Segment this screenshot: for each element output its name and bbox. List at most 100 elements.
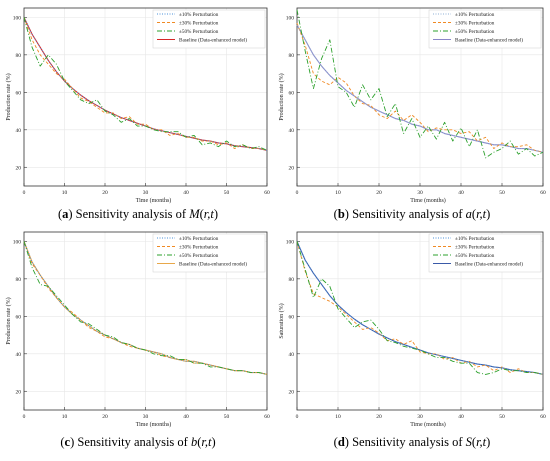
y-tick-label: 20 xyxy=(16,389,22,395)
x-tick-label: 30 xyxy=(143,190,149,196)
series-line-2 xyxy=(296,241,544,375)
legend-box xyxy=(152,9,266,49)
series-line-1 xyxy=(296,24,544,153)
x-tick-label: 10 xyxy=(62,190,68,196)
series-line-3 xyxy=(296,241,544,375)
caption-letter: d xyxy=(337,435,345,449)
panel-caption-b: (b) Sensitivity analysis of a(r,t) xyxy=(333,207,491,221)
legend-box xyxy=(152,233,266,273)
caption-letter: b xyxy=(337,207,345,221)
caption-args: r,t xyxy=(476,435,487,449)
legend-label: Baseline (Data-enhanced model) xyxy=(455,36,523,43)
x-tick-label: 10 xyxy=(62,414,68,420)
caption-function: a xyxy=(465,207,472,221)
panel-caption-c: (c) Sensitivity analysis of b(r,t) xyxy=(60,435,216,449)
chart-panel-1: 0 10 20 30 40 50 60 20 40 60 80 100 Time (months) Pro… xyxy=(5,7,270,204)
y-tick-label: 40 xyxy=(16,352,22,358)
legend-label: ±50% Perturbation xyxy=(455,253,495,259)
y-tick-label: 40 xyxy=(289,128,295,134)
y-tick-label: 80 xyxy=(289,53,295,59)
y-axis-label: Production rate (%) xyxy=(5,297,12,344)
y-tick-label: 40 xyxy=(289,352,295,358)
x-tick-label: 50 xyxy=(499,190,505,196)
x-tick-label: 40 xyxy=(458,414,464,420)
x-tick-label: 50 xyxy=(224,190,230,196)
x-axis-label: Time (months) xyxy=(136,421,172,428)
legend-label: ±30% Perturbation xyxy=(455,20,495,26)
x-tick-label: 0 xyxy=(23,414,26,420)
legend-label: ±30% Perturbation xyxy=(179,20,219,26)
y-tick-label: 60 xyxy=(289,90,295,96)
caption-letter: c xyxy=(64,435,71,449)
caption-text: Sensitivity analysis of xyxy=(352,207,466,221)
legend-label: Baseline (Data-enhanced model) xyxy=(455,260,523,267)
x-tick-label: 20 xyxy=(102,414,108,420)
y-tick-label: 100 xyxy=(13,239,22,245)
panel-caption-d: (d) Sensitivity analysis of S(r,t) xyxy=(333,435,491,449)
legend-label: ±50% Perturbation xyxy=(179,253,219,259)
chart-panel-4: 0 10 20 30 40 50 60 20 40 60 80 100 Time (months) Sat… xyxy=(278,231,546,428)
caption-function: S xyxy=(465,435,472,449)
y-tick-label: 80 xyxy=(289,277,295,283)
y-tick-label: 60 xyxy=(16,90,22,96)
y-tick-label: 80 xyxy=(16,277,22,283)
legend-label: ±10% Perturbation xyxy=(455,236,495,242)
y-axis-label: Saturation (%) xyxy=(278,303,285,338)
x-tick-label: 20 xyxy=(102,190,108,196)
y-tick-label: 100 xyxy=(286,15,295,21)
x-tick-label: 60 xyxy=(264,414,270,420)
series-line-1 xyxy=(23,17,268,151)
y-axis-label: Production rate (%) xyxy=(5,73,12,120)
series-line-2 xyxy=(296,22,544,153)
x-tick-label: 40 xyxy=(183,190,189,196)
x-axis-label: Time (months) xyxy=(136,197,172,204)
legend-box xyxy=(428,9,542,49)
x-tick-label: 60 xyxy=(264,190,270,196)
y-tick-label: 100 xyxy=(13,15,22,21)
legend-label: ±50% Perturbation xyxy=(179,29,219,35)
x-tick-label: 20 xyxy=(376,190,382,196)
series-line-3 xyxy=(23,241,268,375)
x-axis-label: Time (months) xyxy=(410,421,446,428)
caption-text: Sensitivity analysis of xyxy=(75,207,190,221)
x-tick-label: 10 xyxy=(335,414,341,420)
legend-label: ±10% Perturbation xyxy=(455,12,495,18)
y-tick-label: 100 xyxy=(286,239,295,245)
x-axis-label: Time (months) xyxy=(410,197,446,204)
caption-args: r,t xyxy=(476,207,487,221)
caption-args: r,t xyxy=(201,435,212,449)
y-tick-label: 40 xyxy=(16,128,22,134)
y-tick-label: 60 xyxy=(289,314,295,320)
series-line-2 xyxy=(23,17,268,151)
x-tick-label: 0 xyxy=(23,190,26,196)
caption-text: Sensitivity analysis of xyxy=(77,435,191,449)
legend-box xyxy=(428,233,542,273)
series-line-3 xyxy=(296,9,544,159)
legend-label: ±10% Perturbation xyxy=(179,12,219,18)
legend-label: ±50% Perturbation xyxy=(455,29,495,35)
y-tick-label: 60 xyxy=(16,314,22,320)
chart-panel-2: 0 10 20 30 40 50 60 20 40 60 80 100 Time (months) Pro… xyxy=(278,7,546,204)
x-tick-label: 0 xyxy=(296,190,299,196)
legend-label: ±30% Perturbation xyxy=(179,244,219,250)
caption-text: Sensitivity analysis of xyxy=(352,435,466,449)
panel-caption-a: (a) Sensitivity analysis of M(r,t) xyxy=(57,207,219,221)
x-tick-label: 60 xyxy=(540,414,546,420)
x-tick-label: 20 xyxy=(376,414,382,420)
y-tick-label: 20 xyxy=(289,165,295,171)
legend-label: Baseline (Data-enhanced model) xyxy=(179,36,247,43)
x-tick-label: 30 xyxy=(417,414,423,420)
legend-label: Baseline (Data-enhanced model) xyxy=(179,260,247,267)
x-tick-label: 0 xyxy=(296,414,299,420)
y-tick-label: 20 xyxy=(289,389,295,395)
x-tick-label: 30 xyxy=(143,414,149,420)
x-tick-label: 30 xyxy=(417,190,423,196)
x-tick-label: 50 xyxy=(224,414,230,420)
x-tick-label: 50 xyxy=(499,414,505,420)
series-line-3 xyxy=(23,17,268,151)
x-tick-label: 10 xyxy=(335,190,341,196)
legend-label: ±30% Perturbation xyxy=(455,244,495,250)
x-tick-label: 60 xyxy=(540,190,546,196)
chart-panel-3: 0 10 20 30 40 50 60 20 40 60 80 100 Time (months) Pro… xyxy=(5,231,270,428)
